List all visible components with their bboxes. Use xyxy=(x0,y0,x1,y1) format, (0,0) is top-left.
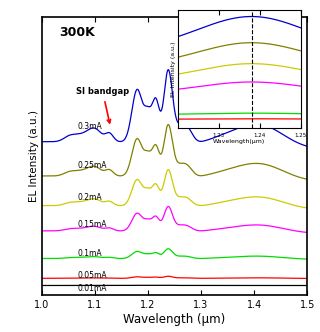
Text: 0.15mA: 0.15mA xyxy=(78,220,107,229)
Text: 0.05mA: 0.05mA xyxy=(78,271,107,280)
Text: 0.2mA: 0.2mA xyxy=(78,193,102,202)
Text: 0.1mA: 0.1mA xyxy=(78,249,102,258)
Text: 0.3mA: 0.3mA xyxy=(78,123,102,131)
X-axis label: Wavelength (μm): Wavelength (μm) xyxy=(123,313,226,326)
Y-axis label: EL Intensity (a.u.): EL Intensity (a.u.) xyxy=(171,41,176,97)
Text: 0.25mA: 0.25mA xyxy=(78,161,107,170)
Y-axis label: EL Intensity (a.u.): EL Intensity (a.u.) xyxy=(29,110,39,202)
Text: 0.01mA: 0.01mA xyxy=(78,284,107,293)
X-axis label: Wavelength(μm): Wavelength(μm) xyxy=(213,139,265,144)
Text: SI bandgap: SI bandgap xyxy=(76,87,129,123)
Text: 300K: 300K xyxy=(59,26,95,40)
